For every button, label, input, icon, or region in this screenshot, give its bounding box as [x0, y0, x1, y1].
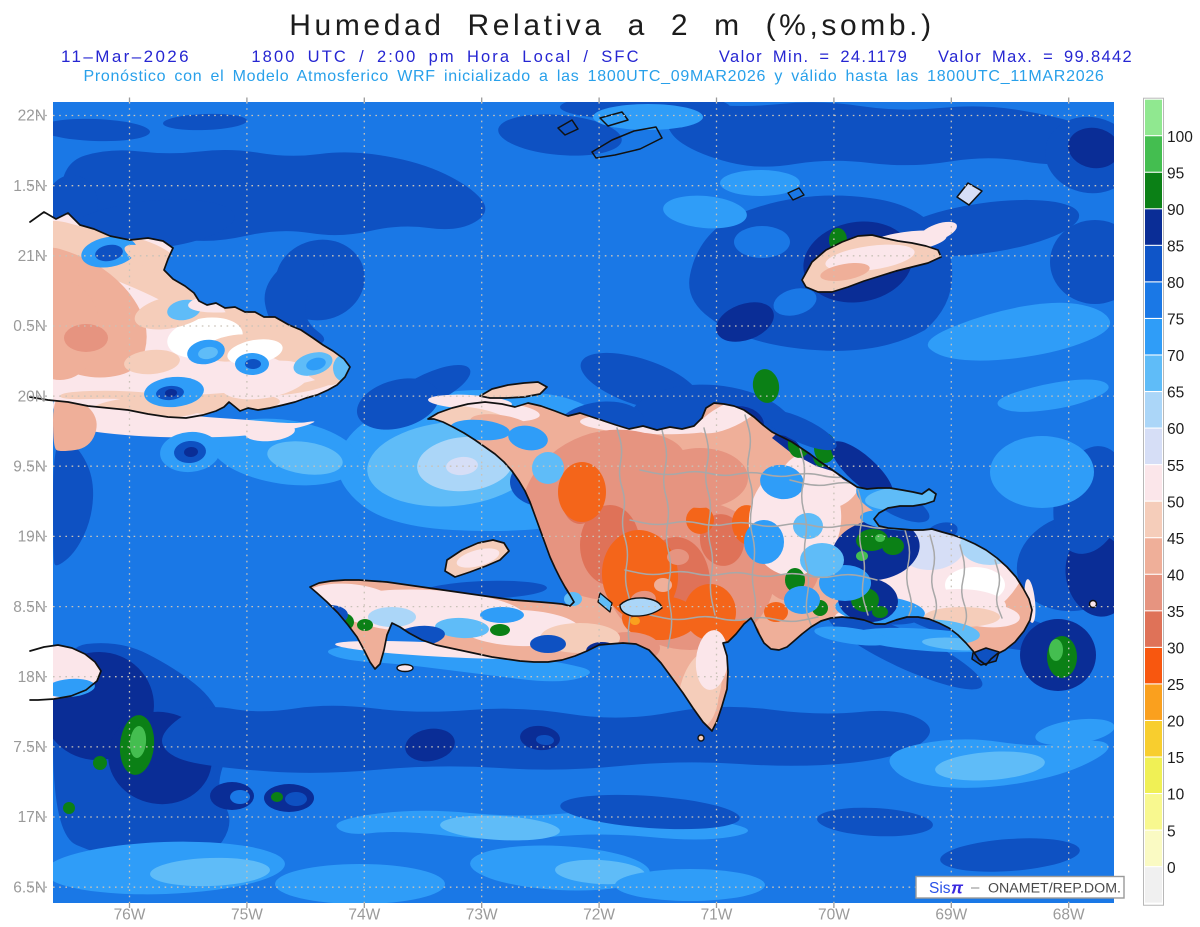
svg-text:Pronóstico con el Modelo Atmos: Pronóstico con el Modelo Atmosferico WRF…: [83, 68, 1104, 85]
svg-text:8.5N: 8.5N: [13, 599, 46, 616]
svg-text:–: –: [971, 879, 980, 896]
svg-text:90: 90: [1167, 202, 1185, 219]
svg-text:Sis: Sis: [929, 880, 951, 897]
svg-text:60: 60: [1167, 421, 1185, 438]
svg-text:85: 85: [1167, 239, 1184, 256]
svg-text:74W: 74W: [348, 907, 380, 924]
svg-text:30: 30: [1167, 641, 1185, 658]
svg-text:ONAMET/REP.DOM.: ONAMET/REP.DOM.: [988, 881, 1121, 897]
svg-text:95: 95: [1167, 165, 1184, 182]
svg-text:80: 80: [1167, 275, 1185, 292]
svg-text:11–Mar–2026: 11–Mar–2026: [61, 47, 191, 66]
svg-text:72W: 72W: [583, 907, 615, 924]
svg-text:0: 0: [1167, 860, 1176, 877]
svg-text:9.5N: 9.5N: [13, 458, 46, 475]
svg-text:21N: 21N: [18, 248, 46, 265]
svg-text:17N: 17N: [18, 809, 46, 826]
svg-text:Valor Min. = 24.1179 Valor M: Valor Min. = 24.1179 Valor Max. = 99.844…: [719, 48, 1133, 66]
svg-text:Humedad Relativa a 2 m (%,somb: Humedad Relativa a 2 m (%,somb.): [289, 9, 934, 42]
svg-text:π: π: [951, 879, 964, 898]
svg-text:75: 75: [1167, 312, 1184, 329]
svg-text:55: 55: [1167, 458, 1184, 475]
svg-text:76W: 76W: [114, 907, 146, 924]
svg-text:75W: 75W: [231, 907, 263, 924]
svg-text:50: 50: [1167, 494, 1185, 511]
svg-text:69W: 69W: [935, 907, 967, 924]
svg-text:70W: 70W: [818, 907, 850, 924]
svg-text:1800 UTC / 2:00 pm Hora Local: 1800 UTC / 2:00 pm Hora Local / SFC: [251, 48, 640, 66]
svg-text:20N: 20N: [18, 388, 46, 405]
svg-text:20: 20: [1167, 714, 1185, 731]
svg-text:65: 65: [1167, 385, 1184, 402]
svg-text:68W: 68W: [1053, 907, 1085, 924]
svg-text:18N: 18N: [18, 669, 46, 686]
svg-text:10: 10: [1167, 787, 1185, 804]
svg-text:35: 35: [1167, 604, 1184, 621]
svg-text:25: 25: [1167, 677, 1184, 694]
svg-text:45: 45: [1167, 531, 1184, 548]
svg-text:73W: 73W: [466, 907, 498, 924]
svg-text:7.5N: 7.5N: [13, 739, 46, 756]
svg-text:40: 40: [1167, 567, 1185, 584]
svg-text:70: 70: [1167, 348, 1185, 365]
svg-text:5: 5: [1167, 823, 1176, 840]
svg-text:100: 100: [1167, 129, 1193, 146]
svg-text:6.5N: 6.5N: [13, 879, 46, 896]
svg-text:1.5N: 1.5N: [13, 178, 46, 195]
svg-text:19N: 19N: [18, 529, 46, 546]
svg-text:22N: 22N: [18, 108, 46, 125]
svg-text:15: 15: [1167, 750, 1184, 767]
svg-text:71W: 71W: [701, 907, 733, 924]
svg-text:0.5N: 0.5N: [13, 318, 46, 335]
